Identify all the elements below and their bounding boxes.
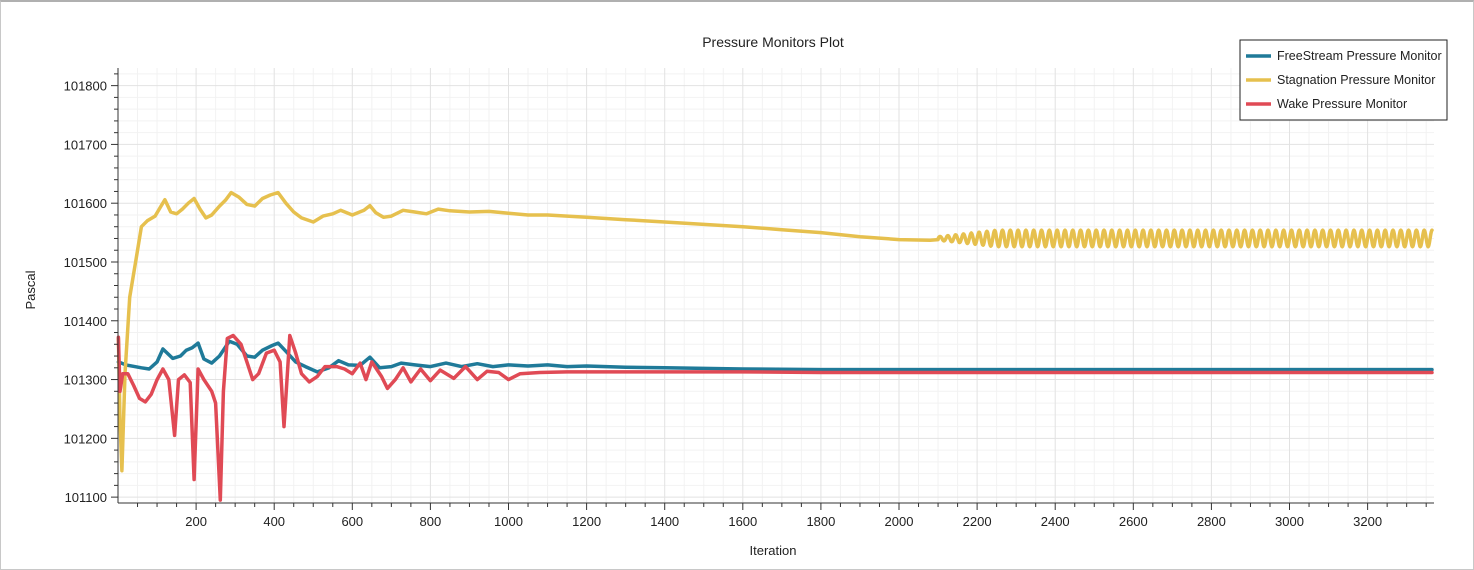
legend-item-1[interactable]: Stagnation Pressure Monitor (1246, 73, 1435, 87)
legend-item-0[interactable]: FreeStream Pressure Monitor (1246, 49, 1442, 63)
y-tick-label: 101200 (64, 431, 107, 446)
series-layer (116, 190, 1434, 502)
x-tick-label: 3200 (1353, 514, 1382, 529)
x-tick-label: 2400 (1041, 514, 1070, 529)
legend[interactable]: FreeStream Pressure Monitor Stagnation Pr… (1239, 39, 1448, 121)
x-tick-label: 800 (420, 514, 442, 529)
major-gridlines (118, 68, 1434, 503)
y-tick-label: 101100 (65, 490, 107, 505)
y-tick-label: 101800 (64, 79, 107, 94)
x-axis-label: Iteration (750, 543, 797, 558)
y-tick-label: 101400 (64, 314, 107, 329)
x-tick-label: 1400 (650, 514, 679, 529)
minor-gridlines (118, 68, 1434, 503)
legend-label: Wake Pressure Monitor (1277, 97, 1407, 111)
y-tick-label: 101300 (64, 373, 107, 388)
y-axis-label: Pascal (23, 270, 38, 309)
chart-title: Pressure Monitors Plot (702, 34, 844, 50)
x-tick-label: 200 (185, 514, 207, 529)
y-tick-label: 101500 (64, 255, 107, 270)
x-tick-label: 2000 (885, 514, 914, 529)
x-tick-label: 1000 (494, 514, 523, 529)
x-tick-label: 1800 (806, 514, 835, 529)
x-tick-label: 1600 (728, 514, 757, 529)
series-line-0 (116, 339, 1434, 374)
x-tick-label: 2200 (963, 514, 992, 529)
series-line-2 (116, 333, 1434, 502)
y-tick-label: 101600 (64, 196, 107, 211)
x-tick-label: 600 (341, 514, 363, 529)
legend-item-2[interactable]: Wake Pressure Monitor (1246, 97, 1407, 111)
legend-label: Stagnation Pressure Monitor (1277, 73, 1435, 87)
x-tick-label: 400 (263, 514, 285, 529)
series-line-1 (116, 190, 1434, 473)
x-tick-label: 3000 (1275, 514, 1304, 529)
legend-label: FreeStream Pressure Monitor (1277, 49, 1442, 63)
legend-box (1239, 39, 1448, 121)
x-tick-label: 1200 (572, 514, 601, 529)
axes: 200 400 600 800 1000 1200 1400 1600 1800 2000 2200… (64, 68, 1434, 529)
y-tick-label: 101700 (64, 137, 107, 152)
x-tick-label: 2600 (1119, 514, 1148, 529)
x-tick-label: 2800 (1197, 514, 1226, 529)
